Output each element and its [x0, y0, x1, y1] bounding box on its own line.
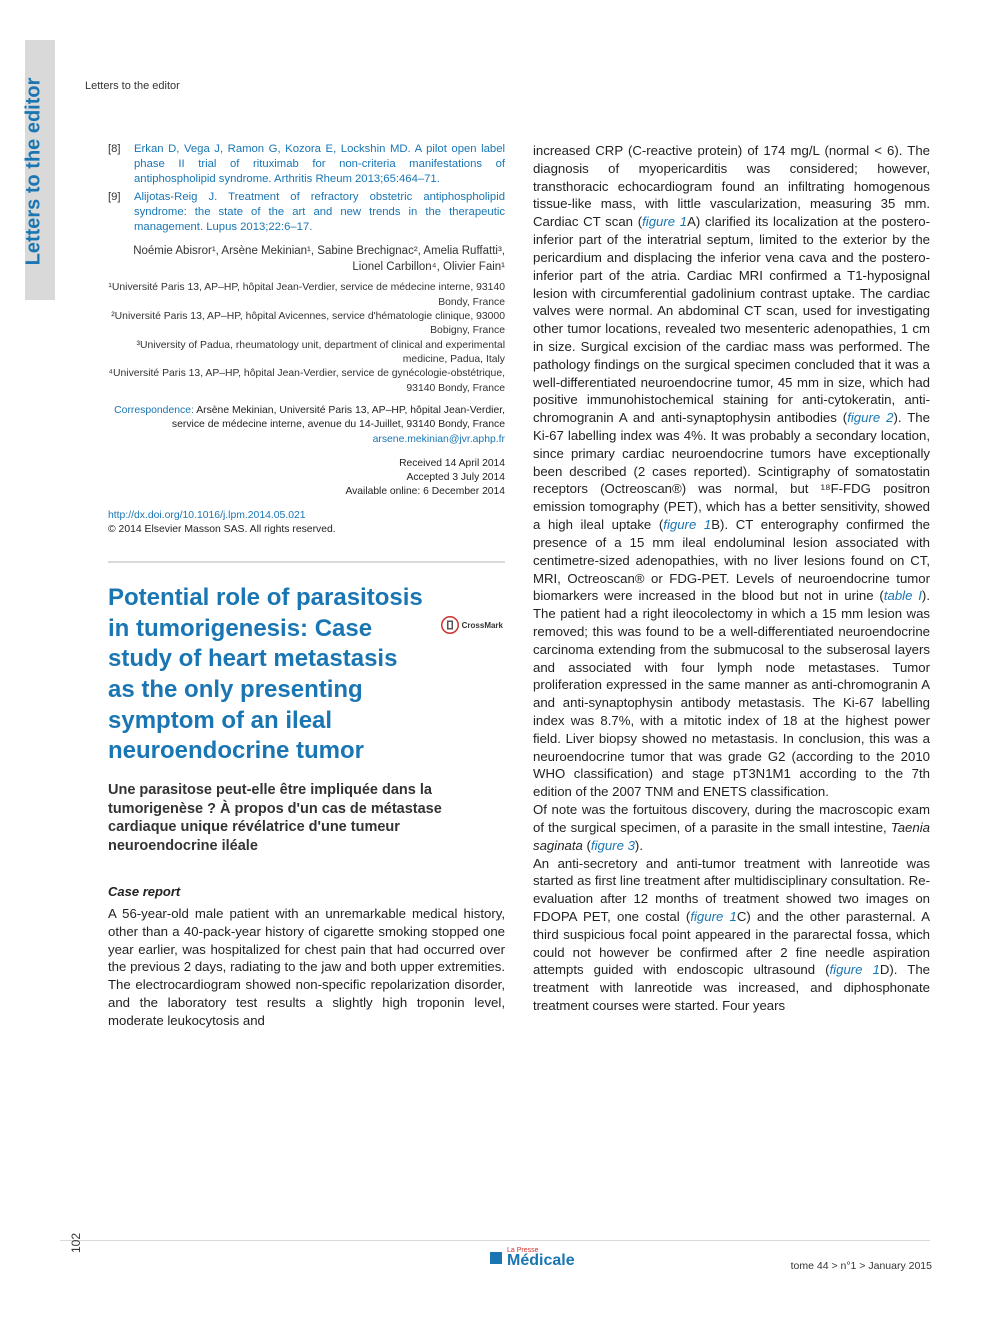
reference-9: [9] Alijotas-Reig J. Treatment of refrac… [108, 190, 505, 235]
crossmark-badge[interactable]: CrossMark [441, 616, 503, 634]
authors: Noémie Abisror¹, Arsène Mekinian¹, Sabin… [108, 244, 505, 276]
reference-link[interactable]: Alijotas-Reig J. Treatment of refractory… [134, 190, 505, 235]
correspondence-block: Correspondence: Arsène Mekinian, Univers… [108, 404, 505, 447]
logo-text: La Presse Médicale [507, 1248, 575, 1268]
article-title: Potential role of parasitosis in tumorig… [108, 583, 505, 767]
section-divider [108, 561, 505, 563]
logo-square-icon [490, 1252, 502, 1264]
article-dates: Received 14 April 2014 Accepted 3 July 2… [108, 457, 505, 499]
figure-2-link[interactable]: figure 2 [847, 410, 893, 425]
crossmark-label: CrossMark [462, 621, 503, 630]
copyright-text: © 2014 Elsevier Masson SAS. All rights r… [108, 524, 336, 535]
correspondence-label: Correspondence: [114, 405, 194, 416]
page-content: Letters to the editor [8] Erkan D, Vega … [108, 80, 930, 1030]
reference-8: [8] Erkan D, Vega J, Ramon G, Kozora E, … [108, 142, 505, 187]
affiliation-2: ²Université Paris 13, AP–HP, hôpital Avi… [108, 310, 505, 339]
footer-divider [60, 1240, 930, 1241]
reference-link[interactable]: Erkan D, Vega J, Ramon G, Kozora E, Lock… [134, 142, 505, 187]
reference-number: [9] [108, 190, 134, 235]
date-online: Available online: 6 December 2014 [108, 485, 505, 499]
correspondence-text: Arsène Mekinian, Université Paris 13, AP… [172, 405, 505, 430]
affiliation-4: ⁴Université Paris 13, AP–HP, hôpital Jea… [108, 367, 505, 396]
date-accepted: Accepted 3 July 2014 [108, 471, 505, 485]
figure-1-link[interactable]: figure 1 [663, 517, 711, 532]
side-tab-label: Letters to the editor [22, 78, 45, 266]
running-header: Letters to the editor [85, 80, 930, 92]
affiliation-1: ¹Université Paris 13, AP–HP, hôpital Jea… [108, 281, 505, 310]
logo-main-text: Médicale [507, 1252, 575, 1269]
figure-1-link[interactable]: figure 1 [642, 214, 687, 229]
reference-number: [8] [108, 142, 134, 187]
body-paragraph: Of note was the fortuitous discovery, du… [533, 801, 930, 854]
body-paragraph: A 56-year-old male patient with an unrem… [108, 905, 505, 1030]
figure-1-link[interactable]: figure 1 [690, 909, 737, 924]
figure-1-link[interactable]: figure 1 [830, 962, 880, 977]
body-paragraph: increased CRP (C-reactive protein) of 17… [533, 142, 930, 801]
body-paragraph: An anti-secretory and anti-tumor treatme… [533, 855, 930, 1015]
right-column: increased CRP (C-reactive protein) of 17… [533, 142, 930, 1030]
crossmark-icon [441, 616, 459, 634]
article-subtitle: Une parasitose peut-elle être impliquée … [108, 781, 505, 855]
section-heading-case-report: Case report [108, 883, 505, 901]
figure-3-link[interactable]: figure 3 [591, 838, 635, 853]
left-column: [8] Erkan D, Vega J, Ramon G, Kozora E, … [108, 142, 505, 1030]
two-column-layout: [8] Erkan D, Vega J, Ramon G, Kozora E, … [108, 142, 930, 1030]
correspondence-email[interactable]: arsene.mekinian@jvr.aphp.fr [373, 434, 505, 445]
journal-logo: La Presse Médicale [490, 1248, 575, 1268]
page-number: 102 [69, 1233, 83, 1253]
doi-block: http://dx.doi.org/10.1016/j.lpm.2014.05.… [108, 509, 505, 537]
doi-link[interactable]: http://dx.doi.org/10.1016/j.lpm.2014.05.… [108, 510, 306, 521]
date-received: Received 14 April 2014 [108, 457, 505, 471]
table-1-link[interactable]: table I [884, 588, 922, 603]
footer-issue: tome 44 > n°1 > January 2015 [791, 1260, 932, 1272]
affiliation-3: ³University of Padua, rheumatology unit,… [108, 339, 505, 368]
